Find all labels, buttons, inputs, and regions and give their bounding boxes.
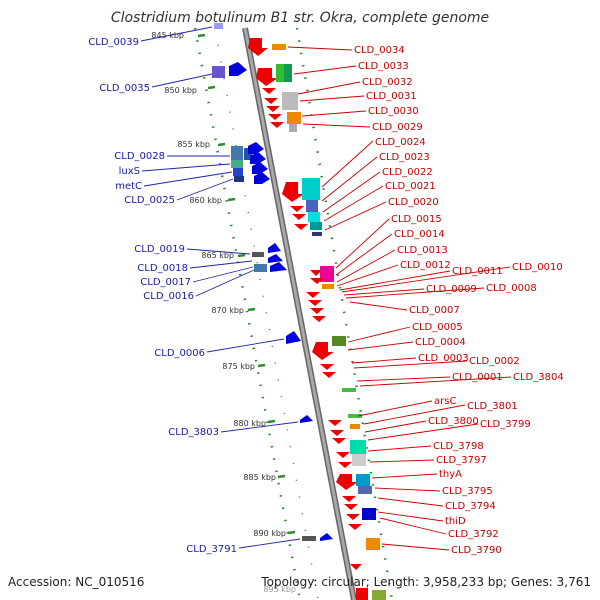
scale-label: 880 kbp (233, 419, 266, 428)
gene-label[interactable]: CLD_0024 (375, 137, 426, 148)
gene-label[interactable]: CLD_0025 (124, 195, 175, 206)
scale-ticks (197, 33, 296, 535)
gene-label[interactable]: CLD_0011 (452, 266, 503, 277)
gene-label[interactable]: CLD_3803 (168, 427, 219, 438)
gene-label[interactable]: CLD_0002 (469, 356, 520, 367)
gene-label[interactable]: CLD_3794 (445, 501, 496, 512)
scale-label: 860 kbp (189, 196, 222, 205)
scale-label: 855 kbp (177, 140, 210, 149)
gene-label[interactable]: CLD_3790 (451, 545, 502, 556)
gene-label[interactable]: CLD_0019 (134, 244, 185, 255)
forward-strand-genes (212, 23, 333, 541)
gene-label[interactable]: arsC (434, 396, 456, 407)
gene-label[interactable]: CLD_0016 (143, 291, 194, 302)
gene-label[interactable]: CLD_0023 (379, 152, 430, 163)
gene-label[interactable]: CLD_0003 (418, 353, 469, 364)
gene-label[interactable]: CLD_0015 (391, 214, 442, 225)
gene-label[interactable]: CLD_0007 (409, 305, 460, 316)
gene-label[interactable]: CLD_0018 (137, 263, 188, 274)
reverse-gene-labels: CLD_0034 CLD_0033 CLD_0032 CLD_0031 CLD_… (354, 45, 564, 556)
gene-label[interactable]: CLD_3795 (442, 486, 493, 497)
gene-label[interactable]: CLD_0009 (426, 284, 477, 295)
gene-label[interactable]: metC (115, 181, 142, 192)
right-leader-lines (287, 46, 512, 551)
scale-label: 870 kbp (211, 306, 244, 315)
forward-gene-labels: CLD_0039 CLD_0035 CLD_0028 luxS metC CLD… (88, 37, 237, 555)
scale-label: 895 kbp (263, 585, 296, 594)
gene-label[interactable]: CLD_0006 (154, 348, 205, 359)
scale-label: 885 kbp (243, 473, 276, 482)
gene-label[interactable]: CLD_3792 (448, 529, 499, 540)
gene-label[interactable]: CLD_3791 (186, 544, 237, 555)
scale-label: 865 kbp (201, 251, 234, 260)
accession-text: Accession: NC_010516 (8, 575, 144, 589)
map-title: Clostridium botulinum B1 str. Okra, comp… (111, 10, 489, 26)
gene-label[interactable]: CLD_0020 (388, 197, 439, 208)
gene-label[interactable]: CLD_0001 (452, 372, 503, 383)
gene-label[interactable]: CLD_0029 (372, 122, 423, 133)
gene-label[interactable]: CLD_3800 (428, 416, 479, 427)
gene-label[interactable]: CLD_3798 (433, 441, 484, 452)
gene-label[interactable]: CLD_3804 (513, 372, 564, 383)
scale-label: 850 kbp (164, 86, 197, 95)
scale-labels: 845 kbp 850 kbp 855 kbp 860 kbp 865 kbp … (151, 31, 296, 594)
reverse-strand-genes (248, 38, 386, 600)
gene-label[interactable]: CLD_0010 (512, 262, 563, 273)
gene-label[interactable]: CLD_0005 (412, 322, 463, 333)
genome-backbone (242, 27, 357, 600)
gene-label[interactable]: CLD_0014 (394, 229, 445, 240)
gene-label[interactable]: CLD_3799 (480, 419, 531, 430)
gene-label[interactable]: CLD_0028 (114, 151, 165, 162)
gene-label[interactable]: CLD_0039 (88, 37, 139, 48)
gene-label[interactable]: CLD_0021 (385, 181, 436, 192)
gene-label[interactable]: CLD_0004 (415, 337, 466, 348)
gene-label[interactable]: CLD_0031 (366, 91, 417, 102)
gene-label[interactable]: thyA (439, 469, 462, 480)
gene-label[interactable]: CLD_3797 (436, 455, 487, 466)
scale-label: 845 kbp (151, 31, 184, 40)
gene-label[interactable]: CLD_0012 (400, 260, 451, 271)
gene-label[interactable]: CLD_0034 (354, 45, 405, 56)
gene-label[interactable]: CLD_3801 (467, 401, 518, 412)
gene-label[interactable]: CLD_0022 (382, 167, 433, 178)
gene-label[interactable]: CLD_0013 (397, 245, 448, 256)
left-leader-lines (140, 26, 301, 549)
scale-label: 875 kbp (222, 362, 255, 371)
gene-label[interactable]: CLD_0032 (362, 77, 413, 88)
gene-label[interactable]: luxS (119, 166, 140, 177)
topology-text: Topology: circular; Length: 3,958,233 bp… (260, 575, 591, 589)
gene-label[interactable]: thiD (445, 516, 466, 527)
gene-label[interactable]: CLD_0033 (358, 61, 409, 72)
gene-label[interactable]: CLD_0035 (99, 83, 150, 94)
gene-label[interactable]: CLD_0030 (368, 106, 419, 117)
scale-label: 890 kbp (253, 529, 286, 538)
gene-label[interactable]: CLD_0017 (140, 277, 191, 288)
gene-label[interactable]: CLD_0008 (486, 283, 537, 294)
